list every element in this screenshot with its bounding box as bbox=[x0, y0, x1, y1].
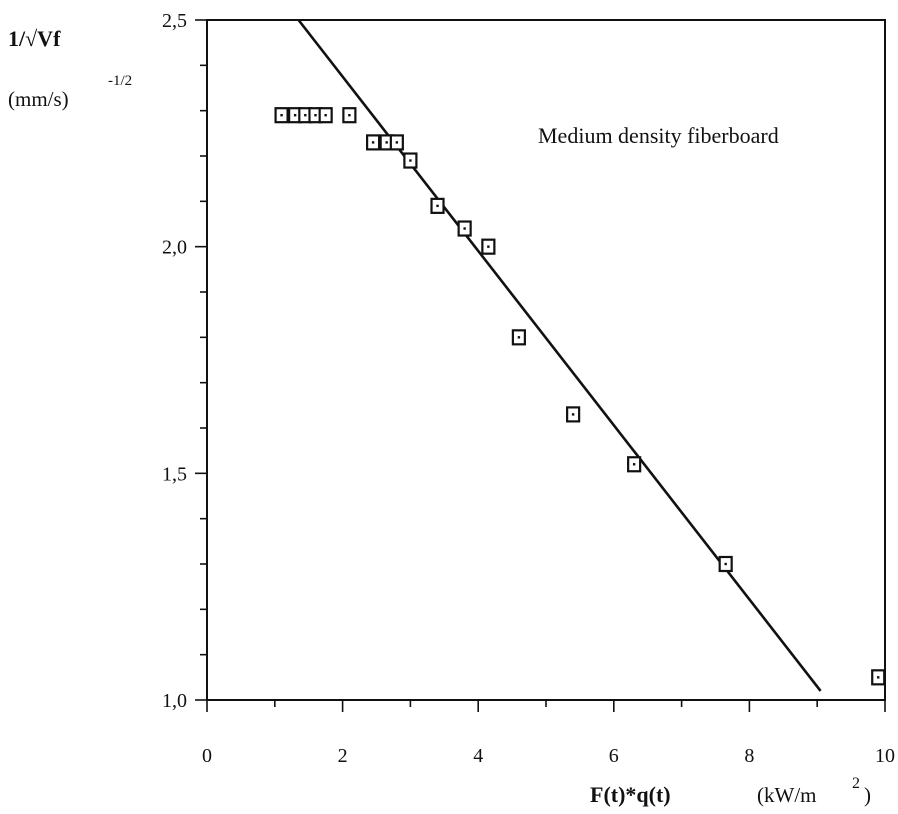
chart-annotation: Medium density fiberboard bbox=[538, 123, 779, 148]
data-point bbox=[389, 134, 404, 151]
data-point-dot bbox=[385, 141, 388, 144]
x-axis-unit-close: ) bbox=[864, 783, 871, 807]
x-tick-label: 8 bbox=[744, 745, 754, 767]
x-axis-label: F(t)*q(t) bbox=[590, 782, 671, 807]
data-point-dot bbox=[436, 204, 439, 208]
data-point-dot bbox=[293, 114, 297, 117]
data-point bbox=[274, 107, 289, 124]
y-axis-unit: (mm/s) bbox=[8, 87, 69, 111]
x-tick-label: 4 bbox=[473, 745, 483, 767]
data-point-dot bbox=[724, 562, 727, 566]
x-tick-label: 10 bbox=[875, 745, 895, 767]
data-point-dot bbox=[371, 141, 375, 144]
data-point-dot bbox=[348, 114, 351, 117]
axis-tick-labels: 0 2 4 6 8 10 1,0 1,5 2,0 2,5 bbox=[162, 10, 895, 767]
y-tick-label: 2,5 bbox=[162, 10, 187, 32]
y-axis-unit-exponent: -1/2 bbox=[108, 73, 132, 89]
fit-line bbox=[297, 19, 822, 692]
data-point-dot bbox=[571, 413, 575, 416]
data-point-dot bbox=[409, 159, 412, 162]
data-point bbox=[403, 152, 418, 169]
y-tick-label: 2,0 bbox=[162, 237, 187, 259]
x-tick-label: 0 bbox=[202, 745, 212, 767]
data-point-dot bbox=[517, 336, 521, 339]
data-point-dot bbox=[463, 227, 466, 230]
data-point-dot bbox=[280, 114, 283, 117]
x-tick-label: 2 bbox=[338, 745, 348, 767]
data-point bbox=[511, 329, 526, 346]
data-point bbox=[871, 669, 886, 686]
y-axis-label: 1/√Vf bbox=[8, 26, 61, 51]
y-tick-label: 1,5 bbox=[162, 463, 187, 485]
data-point-dot bbox=[632, 463, 636, 466]
data-point-dot bbox=[487, 245, 490, 248]
data-point bbox=[481, 238, 496, 255]
data-point bbox=[718, 555, 733, 573]
y-tick-label: 1,0 bbox=[162, 690, 187, 712]
data-point-dot bbox=[395, 141, 399, 144]
data-point-dot bbox=[877, 676, 880, 679]
x-axis-unit: (kW/m bbox=[757, 783, 816, 807]
data-point bbox=[566, 406, 581, 423]
data-point-dot bbox=[304, 114, 307, 117]
x-tick-label: 6 bbox=[609, 745, 619, 767]
data-point bbox=[430, 197, 445, 214]
data-point-dot bbox=[314, 114, 317, 117]
data-point bbox=[627, 456, 642, 473]
data-markers bbox=[274, 107, 886, 686]
axis-ticks bbox=[195, 19, 886, 712]
data-point bbox=[457, 220, 472, 237]
data-point-dot bbox=[324, 114, 327, 117]
data-point bbox=[366, 134, 381, 151]
x-axis-unit-exponent: 2 bbox=[852, 775, 860, 792]
data-point bbox=[318, 107, 333, 124]
data-point bbox=[342, 107, 357, 124]
fit-line-group bbox=[297, 19, 822, 692]
